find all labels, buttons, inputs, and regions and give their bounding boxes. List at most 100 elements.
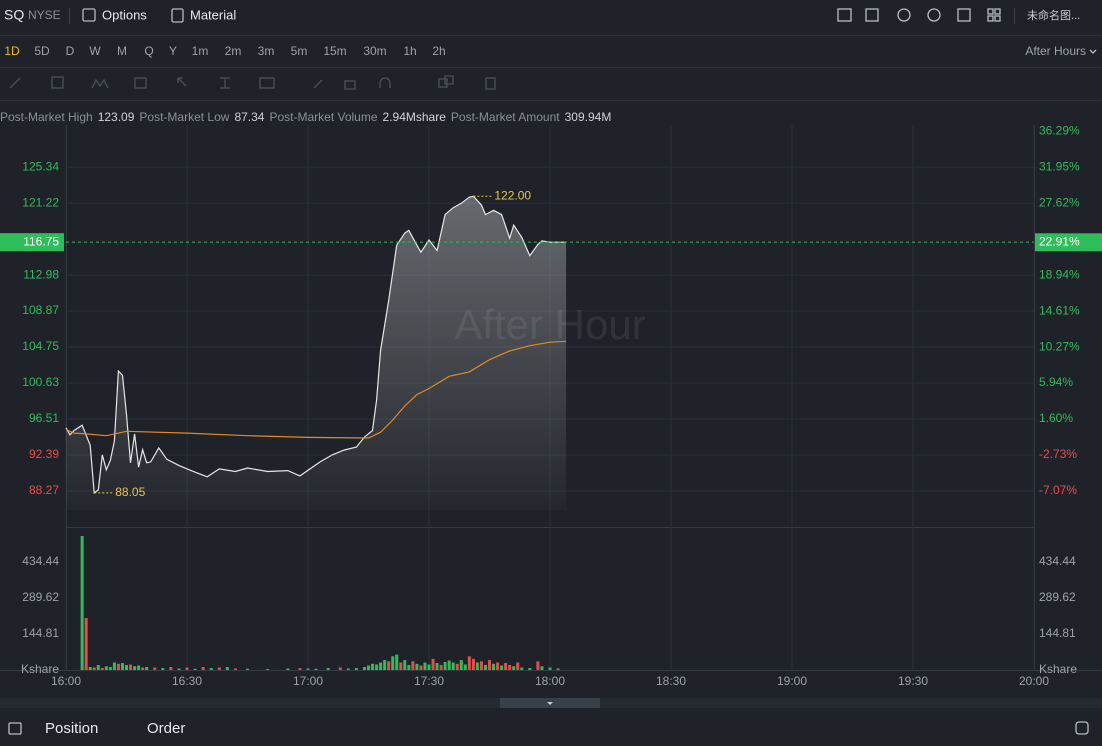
symbol[interactable]: SQ — [4, 7, 24, 23]
volume-bar — [500, 665, 504, 670]
volume-bar — [314, 668, 318, 670]
position-tab[interactable]: Position — [45, 720, 98, 737]
volume-bar — [141, 667, 145, 670]
volume-bar — [540, 666, 544, 670]
timeframe-button[interactable]: 5m — [291, 44, 308, 58]
timeframe-button[interactable]: 15m — [323, 44, 346, 58]
volume-bar — [375, 664, 379, 670]
last-price-badge — [0, 233, 64, 252]
volume-tick-label: 144.81 — [22, 626, 59, 640]
volume-bar — [443, 662, 447, 670]
stat-value: 87.34 — [234, 110, 264, 124]
volume-bar — [447, 660, 451, 670]
price-line — [65, 195, 567, 495]
session-select[interactable]: After Hours — [1025, 44, 1086, 58]
y2-tick-label: 10.27% — [1039, 339, 1080, 353]
timeframe-button[interactable]: D — [66, 44, 75, 58]
volume-bar — [483, 665, 487, 670]
x-tick-label: 19:30 — [898, 674, 928, 688]
x-tick-label: 16:30 — [172, 674, 202, 688]
volume-bar — [463, 664, 467, 670]
layout-name[interactable]: 未命名图... — [1027, 8, 1080, 22]
material-icon — [171, 8, 184, 23]
timeframe-button[interactable]: Q — [144, 44, 153, 58]
y2-tick-label: 14.61% — [1039, 303, 1080, 317]
y-tick-label: 96.51 — [29, 411, 59, 425]
volume-bar — [133, 666, 137, 670]
stat-label: Post-Market Volume — [269, 110, 377, 124]
stat-value: 2.94Mshare — [383, 110, 447, 124]
volume-bar — [395, 654, 399, 670]
volume-bar — [225, 667, 229, 670]
material-button[interactable]: Material — [190, 7, 236, 22]
volume-bar — [298, 668, 302, 670]
volume-bar — [512, 666, 516, 670]
timeframe-button[interactable]: 2m — [225, 44, 242, 58]
volume-tick-label: Kshare — [1039, 662, 1077, 676]
options-icon — [82, 8, 96, 22]
chat-icon[interactable] — [1075, 721, 1089, 735]
volume-bar — [548, 667, 552, 670]
timeframe-button[interactable]: 3m — [258, 44, 275, 58]
timeframe-button[interactable]: Y — [169, 44, 177, 58]
y-tick-label: 104.75 — [22, 339, 59, 353]
y2-tick-label: 27.62% — [1039, 195, 1080, 209]
volume-tick-label: 434.44 — [1039, 554, 1076, 568]
volume-bar — [193, 668, 197, 670]
toolbar-icons[interactable] — [837, 8, 1001, 22]
stat-label: Post-Market High — [0, 110, 93, 124]
volume-bar — [508, 665, 512, 670]
last-price-label: 116.75 — [23, 234, 59, 248]
volume-bar — [387, 661, 391, 670]
stat-value: 123.09 — [98, 110, 135, 124]
volume-bar — [100, 668, 104, 670]
volume-bar — [403, 660, 407, 670]
toggle-arrow — [547, 702, 553, 705]
order-tab[interactable]: Order — [147, 720, 185, 737]
timeframe-button[interactable]: 5D — [34, 44, 50, 58]
timeframe-button[interactable]: 2h — [432, 44, 445, 58]
timeframe-button[interactable]: 30m — [363, 44, 386, 58]
timeframe-button[interactable]: 1h — [403, 44, 416, 58]
volume-bar — [84, 618, 88, 670]
average-line — [65, 340, 567, 439]
timeframe-button[interactable]: 1m — [192, 44, 209, 58]
volume-bar — [129, 664, 133, 670]
timeframe-button[interactable]: M — [117, 44, 127, 58]
volume-bar — [399, 662, 403, 670]
price-area — [66, 196, 567, 511]
volume-bar — [246, 668, 249, 670]
volume-bar — [407, 665, 411, 670]
volume-bar — [286, 668, 290, 670]
volume-bar — [367, 665, 370, 670]
timeframe-button[interactable]: 1D — [4, 44, 20, 58]
y2-tick-label: 18.94% — [1039, 267, 1080, 281]
volume-bar — [471, 658, 475, 670]
volume-bar — [556, 668, 560, 670]
x-tick-label: 16:00 — [51, 674, 81, 688]
volume-bar — [217, 667, 221, 670]
volume-tick-label: 144.81 — [1039, 626, 1076, 640]
y-tick-label: 88.27 — [29, 483, 59, 497]
volume-bar — [431, 658, 435, 670]
drawing-tools[interactable] — [9, 75, 496, 90]
stats-bar: Post-Market High 123.09 Post-Market Low 87.… — [0, 110, 611, 124]
volume-bar — [137, 665, 141, 670]
volume-bar — [169, 667, 173, 670]
volume-bar — [516, 662, 520, 670]
volume-bar — [455, 663, 459, 670]
volume-bar — [439, 665, 443, 670]
x-tick-label: 17:00 — [293, 674, 323, 688]
volume-bar — [185, 667, 189, 670]
volume-bar — [161, 668, 165, 670]
x-tick-label: 20:00 — [1019, 674, 1049, 688]
options-button[interactable]: Options — [102, 7, 147, 22]
volume-bar — [112, 662, 116, 670]
y2-tick-label: 5.94% — [1039, 375, 1073, 389]
volume-bar — [459, 660, 463, 670]
dropdown-arrow — [1089, 49, 1097, 54]
x-tick-label: 18:00 — [535, 674, 565, 688]
timeframe-button[interactable]: W — [89, 44, 101, 58]
